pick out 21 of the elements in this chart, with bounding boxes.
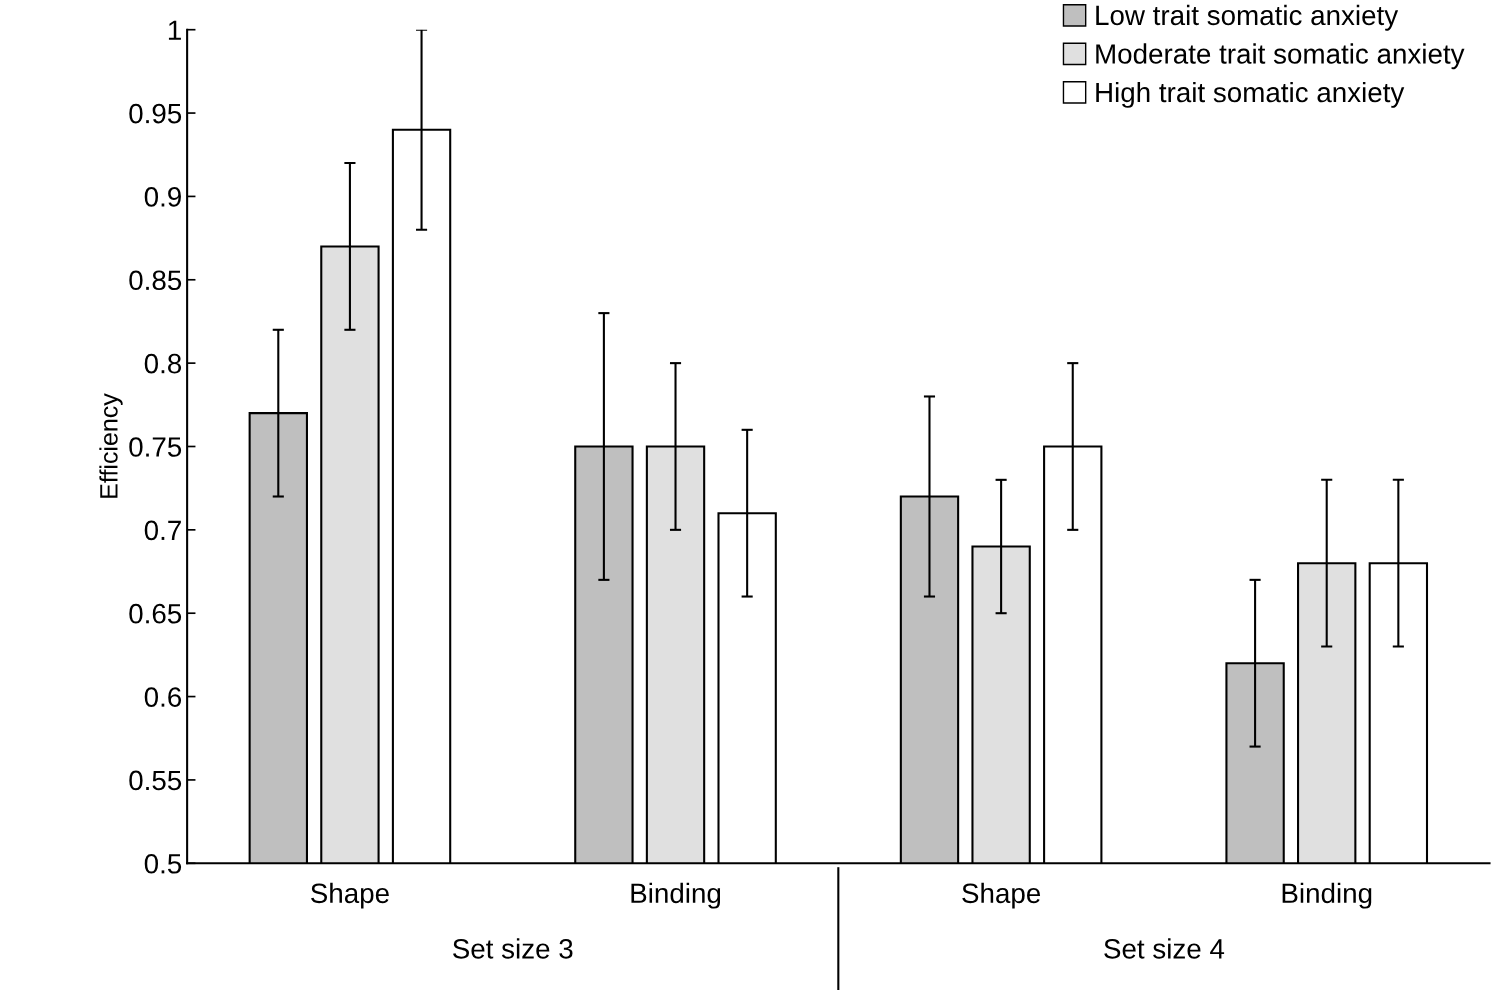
x-tick-label: Shape <box>962 882 1041 909</box>
legend-label: Low trait somatic anxiety <box>1096 4 1399 31</box>
y-tick-label: 0.6 <box>144 687 182 707</box>
y-tick-label: 0.5 <box>144 853 182 874</box>
y-tick-label: 0.9 <box>144 187 181 207</box>
text: Set size 4 <box>1104 938 1225 959</box>
x-tick-label: Binding <box>631 882 721 909</box>
x-tick-label: Shape <box>311 882 389 909</box>
y-tick-label: 0.7 <box>144 520 181 541</box>
y-tick-label: 0.65 <box>129 603 182 624</box>
y-tick-label: 0.8 <box>144 353 182 374</box>
y-tick-label: 0.95 <box>129 103 182 124</box>
y-axis-title: Efficiency <box>99 393 123 498</box>
text: Set size 3 <box>453 938 573 959</box>
legend-label: Moderate trait somatic anxiety <box>1096 43 1465 70</box>
y-tick-label: 1 <box>168 20 181 40</box>
y-tick-label: 0.75 <box>129 437 182 457</box>
x-tick-label: Binding <box>1282 882 1372 909</box>
y-tick-label: 0.55 <box>129 770 182 791</box>
legend-label: High trait somatic anxiety <box>1096 81 1405 108</box>
y-tick-label: 0.85 <box>129 270 182 291</box>
